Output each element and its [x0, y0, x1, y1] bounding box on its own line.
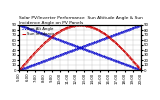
Text: Solar PV/Inverter Performance  Sun Altitude Angle & Sun Incidence Angle on PV Pa: Solar PV/Inverter Performance Sun Altitu…	[19, 16, 143, 24]
Legend: Sun Alt Angle, Sun Incidence: Sun Alt Angle, Sun Incidence	[21, 27, 55, 36]
